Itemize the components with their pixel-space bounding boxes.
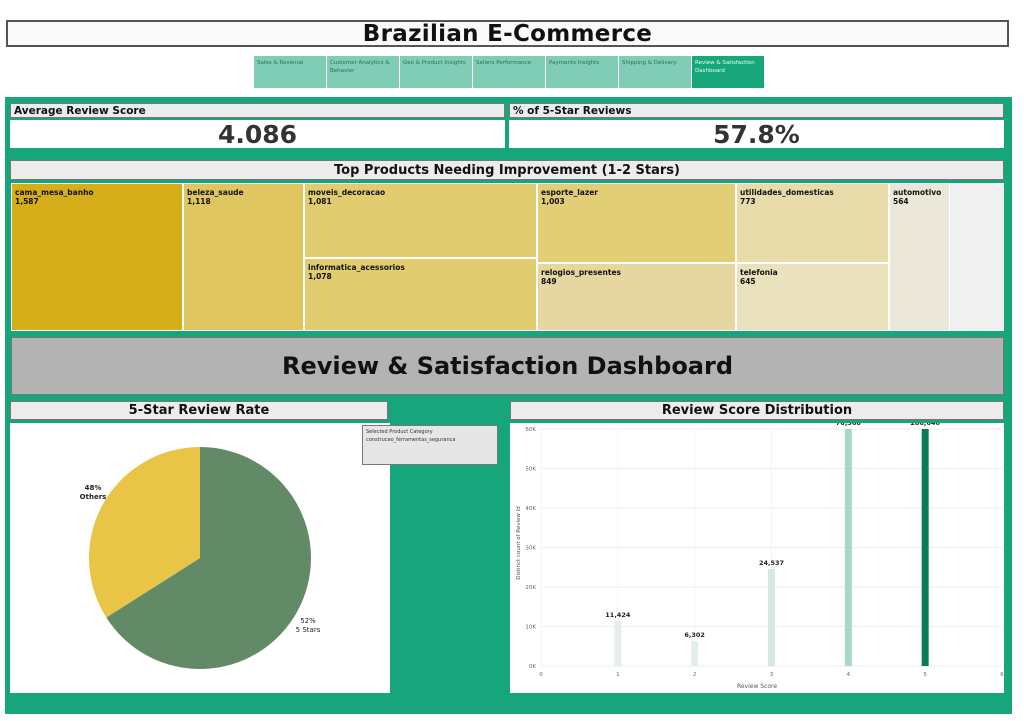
bar-chart-svg: 0K 10K 20K 30K 40K 50K 60K 0 1 2 3 4 5 6 11,424 6,302 2… bbox=[516, 419, 1004, 690]
treemap-tile-name: moveis_decoracao bbox=[308, 188, 386, 197]
treemap-tile-value: 1,003 bbox=[541, 197, 565, 206]
dashboard-title: Brazilian E-Commerce bbox=[362, 20, 653, 47]
bar-data-label: 286,640 bbox=[910, 423, 940, 427]
treemap-tile-value: 1,118 bbox=[187, 197, 211, 206]
treemap-tile-name: utilidades_domesticas bbox=[740, 188, 834, 197]
bar-data-label: 11,424 bbox=[605, 611, 631, 619]
treemap-tile[interactable]: informatica_acessorios 1,078 bbox=[304, 258, 537, 331]
x-tick-label: 3 bbox=[770, 672, 774, 678]
tab-bar: Sales & Revenue Customer Analytics & Beh… bbox=[254, 56, 764, 88]
pie-chart-panel: 48% Others 52% 5 Stars bbox=[10, 423, 390, 693]
bar[interactable] bbox=[844, 429, 852, 666]
y-axis-label: Distinct count of Review Id bbox=[516, 506, 522, 580]
bar[interactable] bbox=[614, 620, 622, 666]
treemap-tile-name: relogios_presentes bbox=[541, 268, 621, 277]
product-treemap: cama_mesa_banho 1,587 beleza_saude 1,118… bbox=[11, 183, 1004, 331]
bar[interactable] bbox=[921, 429, 929, 666]
pie-chart-title: 5-Star Review Rate bbox=[10, 401, 388, 420]
treemap-tile[interactable]: telefonia 645 bbox=[736, 263, 889, 331]
treemap-tile-value: 1,587 bbox=[15, 197, 39, 206]
treemap-tile[interactable]: cama_mesa_banho 1,587 bbox=[11, 183, 183, 331]
x-axis-label: Review Score bbox=[737, 683, 777, 690]
treemap-tile-value: 564 bbox=[893, 197, 909, 206]
x-tick-label: 0 bbox=[539, 672, 543, 678]
tab-review-satisfaction[interactable]: Review & Satisfaction Dashboard bbox=[692, 56, 764, 88]
pie-label-5star-pct: 52% bbox=[300, 617, 316, 625]
y-tick-label: 60K bbox=[525, 427, 536, 433]
treemap-tile-value: 1,078 bbox=[308, 272, 332, 281]
treemap-tile-name: cama_mesa_banho bbox=[15, 188, 94, 197]
filter-value: construcao_ferramentas_seguranca bbox=[366, 436, 456, 443]
pie-label-others-pct: 48% bbox=[85, 484, 102, 492]
product-category-filter[interactable]: Selected Product Category construcao_fer… bbox=[362, 425, 498, 465]
treemap-tile-name: telefonia bbox=[740, 268, 778, 277]
bar-chart-panel: 0K 10K 20K 30K 40K 50K 60K 0 1 2 3 4 5 6 11,424 6,302 2… bbox=[510, 419, 1004, 693]
tab-sellers-performance[interactable]: Sellers Performance bbox=[473, 56, 545, 88]
pie-label-others-name: Others bbox=[80, 493, 107, 501]
treemap-title: Top Products Needing Improvement (1-2 St… bbox=[10, 160, 1004, 180]
x-tick-label: 4 bbox=[847, 672, 851, 678]
bar-chart-title: Review Score Distribution bbox=[510, 401, 1004, 420]
tab-payments-insights[interactable]: Payments Insights bbox=[546, 56, 618, 88]
treemap-tile-name: informatica_acessorios bbox=[308, 263, 405, 272]
bar-data-label: 24,537 bbox=[759, 559, 784, 567]
treemap-tile[interactable]: relogios_presentes 849 bbox=[537, 263, 736, 331]
avg-review-score-value: 4.086 bbox=[10, 120, 505, 149]
pie-slice-others[interactable] bbox=[88, 447, 200, 618]
treemap-tile-value: 1,081 bbox=[308, 197, 332, 206]
tab-geo-product[interactable]: Geo & Product Insights bbox=[400, 56, 472, 88]
pie-slice-5-stars[interactable] bbox=[106, 447, 312, 669]
treemap-tile-name: esporte_lazer bbox=[541, 188, 598, 197]
treemap-tile-value: 645 bbox=[740, 277, 756, 286]
treemap-tile-name: beleza_saude bbox=[187, 188, 244, 197]
y-tick-label: 10K bbox=[525, 625, 536, 631]
y-tick-label: 50K bbox=[525, 467, 536, 473]
y-tick-label: 20K bbox=[525, 585, 536, 591]
section-banner: Review & Satisfaction Dashboard bbox=[11, 337, 1004, 395]
treemap-tile-name: automotivo bbox=[893, 188, 942, 197]
treemap-tile[interactable]: moveis_decoracao 1,081 bbox=[304, 183, 537, 258]
y-tick-label: 0K bbox=[529, 664, 536, 670]
pie-chart-svg: 48% Others 52% 5 Stars bbox=[80, 447, 321, 669]
x-tick-label: 6 bbox=[1000, 672, 1004, 678]
bar[interactable] bbox=[768, 569, 775, 666]
tab-sales-revenue[interactable]: Sales & Revenue bbox=[254, 56, 326, 88]
filter-label: Selected Product Category bbox=[366, 429, 433, 435]
treemap-tile[interactable]: utilidades_domesticas 773 bbox=[736, 183, 889, 263]
treemap-tile[interactable]: beleza_saude 1,118 bbox=[183, 183, 304, 331]
section-banner-title: Review & Satisfaction Dashboard bbox=[281, 352, 734, 380]
tab-customer-analytics[interactable]: Customer Analytics & Behavior bbox=[327, 56, 399, 88]
treemap-tile[interactable]: esporte_lazer 1,003 bbox=[537, 183, 736, 263]
pie-label-5star-name: 5 Stars bbox=[296, 626, 321, 634]
treemap-tile[interactable]: automotivo 564 bbox=[889, 183, 950, 331]
dashboard-title-bar: Brazilian E-Commerce bbox=[6, 20, 1009, 47]
bar[interactable] bbox=[691, 641, 699, 666]
five-star-pct-label: % of 5-Star Reviews bbox=[509, 103, 1004, 118]
y-tick-label: 30K bbox=[525, 546, 536, 552]
treemap-tile-value: 773 bbox=[740, 197, 756, 206]
avg-review-score-label: Average Review Score bbox=[10, 103, 505, 118]
x-tick-label: 2 bbox=[693, 672, 697, 678]
bar-data-label: 6,302 bbox=[684, 631, 705, 639]
y-tick-label: 40K bbox=[525, 506, 536, 512]
tab-shipping-delivery[interactable]: Shipping & Delivery bbox=[619, 56, 691, 88]
bar-data-label: 76,568 bbox=[836, 423, 862, 427]
x-tick-label: 5 bbox=[923, 672, 927, 678]
five-star-pct-value: 57.8% bbox=[509, 120, 1004, 149]
x-tick-label: 1 bbox=[616, 672, 620, 678]
treemap-tile-value: 849 bbox=[541, 277, 557, 286]
